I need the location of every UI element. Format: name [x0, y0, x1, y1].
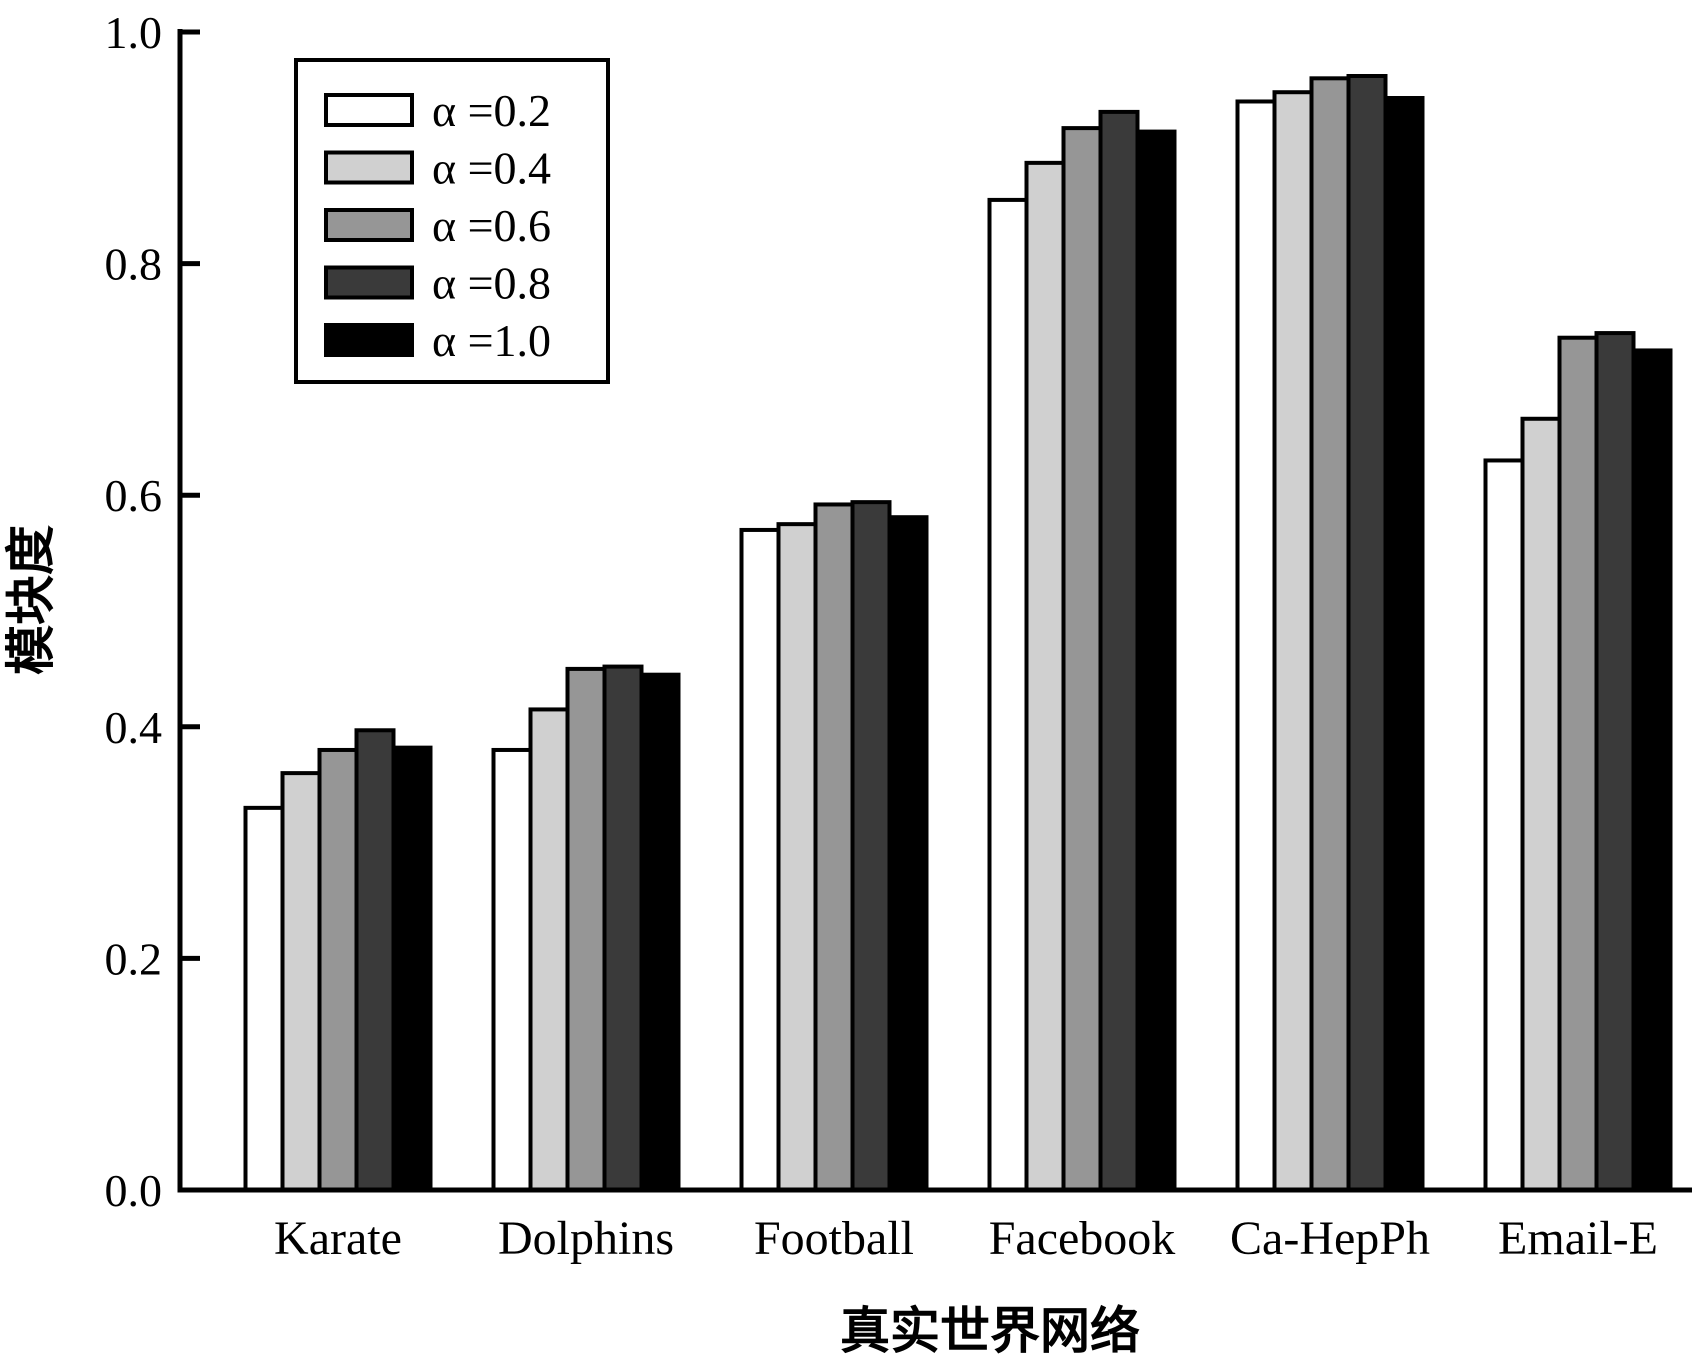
- bar: [739, 527, 781, 1192]
- legend-swatch: [324, 150, 414, 185]
- bar: [565, 666, 607, 1192]
- legend-swatch: [324, 208, 414, 242]
- bar: [1135, 129, 1177, 1192]
- y-ticks: 0.0 0.2 0.4 0.6 0.8 1.0: [105, 7, 200, 1216]
- legend-label: α =0.6: [432, 200, 551, 251]
- bar: [1557, 335, 1599, 1193]
- legend-label: α =1.0: [432, 315, 551, 366]
- bars-layer: [243, 74, 1673, 1193]
- bar: [1383, 96, 1425, 1193]
- legend-label: α =0.4: [432, 143, 551, 194]
- x-category-labels: Karate Dolphins Football Facebook Ca-HepPh Em…: [274, 1212, 1658, 1265]
- bar: [1520, 416, 1562, 1193]
- bar: [1483, 458, 1525, 1192]
- y-tick-label: 0.2: [105, 933, 163, 984]
- bar: [491, 747, 533, 1193]
- y-tick-label: 0.8: [105, 239, 163, 290]
- bar: [887, 515, 929, 1192]
- y-tick-label: 1.0: [105, 7, 163, 58]
- bar: [1594, 331, 1636, 1192]
- bar: [280, 771, 322, 1192]
- legend-swatch: [324, 323, 414, 357]
- x-tick-label: Facebook: [989, 1212, 1176, 1265]
- legend-swatch: [324, 265, 414, 300]
- legend-label: α =0.8: [432, 258, 551, 309]
- bar: [1631, 348, 1673, 1192]
- bar: [813, 502, 855, 1192]
- legend-swatch: [324, 93, 414, 127]
- bar: [354, 728, 396, 1192]
- x-tick-label: Karate: [274, 1212, 402, 1265]
- y-tick-label: 0.0: [105, 1165, 163, 1216]
- y-axis-title: 模块度: [2, 525, 60, 675]
- bar: [1272, 90, 1314, 1193]
- legend-label: α =0.2: [432, 85, 551, 136]
- x-tick-label: Ca-HepPh: [1230, 1212, 1430, 1265]
- legend: α =0.2 α =0.4 α =0.6 α =0.8 α =1.0: [294, 58, 610, 384]
- bar: [1061, 126, 1103, 1192]
- bar: [602, 664, 644, 1192]
- x-tick-label: Dolphins: [498, 1212, 674, 1265]
- bar: [391, 745, 433, 1192]
- x-axis-title: 真实世界网络: [840, 1302, 1140, 1360]
- x-tick-label: Email-E: [1498, 1212, 1658, 1265]
- bar: [1309, 76, 1351, 1193]
- y-tick-label: 0.6: [105, 470, 163, 521]
- bar: [1235, 99, 1277, 1193]
- bar: [776, 522, 818, 1192]
- bar: [1024, 160, 1066, 1192]
- axes-layer: [177, 29, 1692, 1193]
- bar: [1098, 109, 1140, 1193]
- bar: [317, 747, 359, 1193]
- y-tick-label: 0.4: [105, 702, 163, 753]
- bar: [243, 805, 285, 1192]
- bar: [987, 197, 1029, 1193]
- bar: [528, 707, 570, 1192]
- bar: [639, 672, 681, 1192]
- bar: [850, 500, 892, 1192]
- x-tick-label: Football: [754, 1212, 914, 1265]
- bar: [1346, 74, 1388, 1192]
